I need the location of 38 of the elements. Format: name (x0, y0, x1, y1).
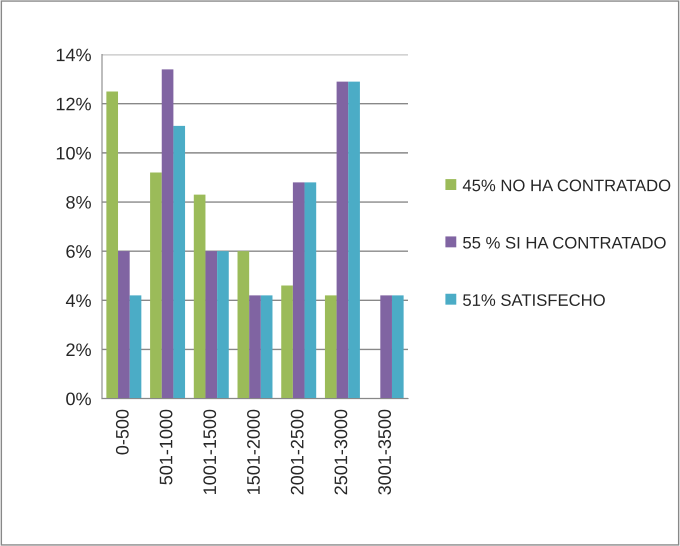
bar (380, 295, 392, 399)
bar (304, 182, 316, 399)
bar (118, 251, 130, 399)
bar (106, 91, 118, 399)
bar (162, 69, 174, 399)
y-tick-label: 4% (66, 294, 91, 307)
bar (336, 82, 348, 399)
legend-label: 45% NO HA CONTRATADO (462, 180, 670, 192)
bar (217, 251, 229, 399)
y-tick-label: 0% (66, 392, 91, 406)
y-tick-label: 10% (56, 146, 91, 160)
y-tick-label: 2% (66, 343, 91, 356)
x-tick-label: 2501-3000 (334, 410, 348, 494)
bar (260, 295, 272, 399)
y-tick-label: 6% (66, 245, 91, 258)
bar (392, 295, 404, 399)
y-tick-label: 8% (66, 196, 91, 209)
x-tick-label: 1501-2000 (247, 410, 260, 494)
x-tick-label: 2001-2500 (290, 410, 304, 494)
y-tick-label: 14% (56, 48, 91, 62)
bar (194, 194, 206, 399)
y-tick-label: 12% (56, 98, 91, 110)
bar (324, 295, 337, 399)
bar (348, 82, 360, 399)
x-tick-label: 3001-3500 (378, 410, 391, 495)
bar (205, 251, 218, 399)
bar (281, 286, 293, 399)
bar (249, 295, 261, 399)
x-tick-label: 1001-1500 (203, 410, 216, 494)
legend-label: 55 % SI HA CONTRATADO (463, 236, 666, 249)
x-tick-label: 0-500 (116, 410, 129, 454)
bar (238, 251, 250, 399)
bar (173, 126, 186, 399)
bar (130, 295, 142, 399)
legend-label: 51% SATISFECHO (463, 294, 605, 306)
bar (150, 172, 162, 399)
x-tick-label: 501-1000 (160, 410, 172, 485)
bar (292, 182, 305, 399)
